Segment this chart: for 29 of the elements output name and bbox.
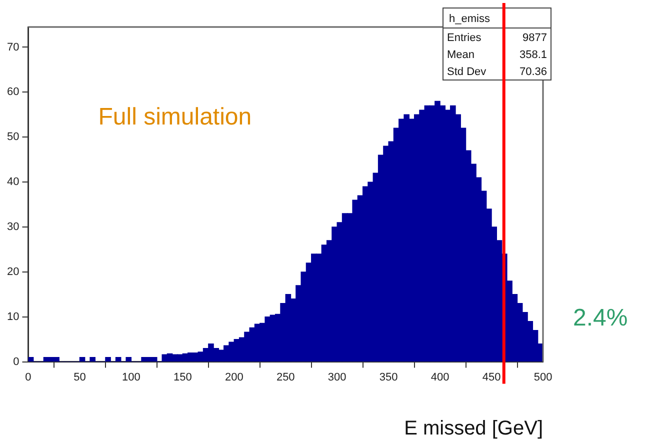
text: 2.4% bbox=[573, 304, 628, 332]
x-tick-label: 350 bbox=[379, 371, 398, 384]
x-tick-label: 150 bbox=[173, 371, 192, 384]
y-tick-label: 70 bbox=[6, 41, 20, 54]
annotation: 9877 bbox=[522, 32, 547, 44]
y-tick-label: 30 bbox=[6, 221, 20, 234]
x-axis-title: E missed [GeV] bbox=[404, 418, 543, 440]
annotation: 358.1 bbox=[519, 49, 547, 62]
x-tick-label: 0 bbox=[25, 371, 32, 384]
y-tick-label: 60 bbox=[6, 86, 20, 98]
annotation: 70.36 bbox=[519, 66, 547, 78]
x-tick-label: 250 bbox=[276, 371, 295, 384]
y-tick-label: 40 bbox=[6, 176, 20, 188]
x-tick-label: 300 bbox=[328, 371, 346, 384]
x-tick-label: 50 bbox=[74, 371, 86, 384]
x-tick-label: 500 bbox=[534, 371, 552, 384]
x-tick-label: 400 bbox=[430, 371, 450, 384]
annotation: Entries bbox=[447, 32, 482, 44]
y-tick-label: 10 bbox=[6, 310, 20, 323]
text: h_emiss bbox=[449, 13, 490, 26]
x-tick-label: 100 bbox=[122, 371, 140, 384]
annotation: Full simulation bbox=[98, 104, 252, 131]
y-tick-label: 20 bbox=[6, 266, 20, 278]
x-tick-label: 450 bbox=[482, 371, 501, 384]
annotation: Mean bbox=[447, 49, 475, 62]
x-tick-label: 200 bbox=[224, 371, 244, 384]
y-tick-label: 50 bbox=[6, 131, 20, 144]
y-tick-label: 0 bbox=[13, 356, 20, 368]
annotation: Std Dev bbox=[447, 66, 487, 78]
